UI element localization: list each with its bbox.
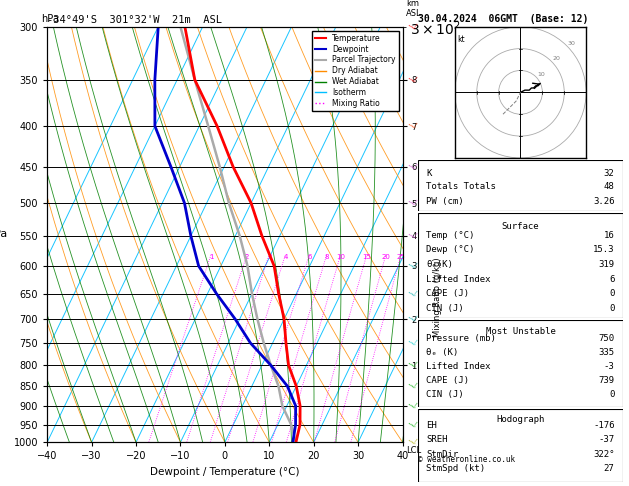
Text: /: / [414,438,418,443]
Text: Lifted Index: Lifted Index [426,275,491,284]
Text: 48: 48 [604,182,615,191]
Text: /: / [414,382,418,387]
Text: kt: kt [457,35,465,45]
Text: PW (cm): PW (cm) [426,197,464,206]
Text: /: / [414,76,418,81]
Text: Temp (°C): Temp (°C) [426,231,475,240]
Text: -37: -37 [598,435,615,444]
Text: 335: 335 [598,347,615,357]
Text: StmSpd (kt): StmSpd (kt) [426,465,486,473]
Text: \: \ [408,23,417,31]
Text: \: \ [408,438,417,446]
Text: Mixing Ratio (g/kg): Mixing Ratio (g/kg) [433,257,442,337]
Text: /: / [414,315,418,320]
Text: StmDir: StmDir [426,450,459,459]
Text: Totals Totals: Totals Totals [426,182,496,191]
Text: 10: 10 [537,72,545,77]
Text: /: / [414,23,418,28]
Text: \: \ [408,382,417,390]
Text: CIN (J): CIN (J) [426,390,464,399]
Text: 6: 6 [307,254,311,260]
Text: 16: 16 [604,231,615,240]
Text: /: / [414,199,418,204]
Y-axis label: hPa: hPa [0,229,7,240]
Text: CAPE (J): CAPE (J) [426,376,469,384]
Text: -34°49'S  301°32'W  21m  ASL: -34°49'S 301°32'W 21m ASL [47,15,222,25]
Text: 0: 0 [609,289,615,298]
Text: 27: 27 [604,465,615,473]
Text: \: \ [408,420,417,429]
Text: Dewp (°C): Dewp (°C) [426,245,475,255]
Text: 3.26: 3.26 [593,197,615,206]
X-axis label: Dewpoint / Temperature (°C): Dewpoint / Temperature (°C) [150,467,299,477]
Text: /: / [414,420,418,426]
Text: 32: 32 [604,169,615,178]
Text: /: / [414,262,418,267]
Text: 0: 0 [609,390,615,399]
Text: 25: 25 [397,254,406,260]
Text: /: / [414,232,418,237]
Text: K: K [426,169,432,178]
Text: \: \ [408,290,417,298]
Text: 739: 739 [598,376,615,384]
Text: © weatheronline.co.uk: © weatheronline.co.uk [418,455,515,464]
Text: 3: 3 [267,254,272,260]
Text: \: \ [408,339,417,347]
Text: \: \ [408,402,417,410]
Text: /: / [414,162,418,168]
Text: /: / [414,339,418,344]
Legend: Temperature, Dewpoint, Parcel Trajectory, Dry Adiabat, Wet Adiabat, Isotherm, Mi: Temperature, Dewpoint, Parcel Trajectory… [311,31,399,111]
Text: /: / [414,402,418,407]
Text: 322°: 322° [593,450,615,459]
Text: 10: 10 [337,254,345,260]
Text: /: / [414,290,418,295]
Text: θₑ (K): θₑ (K) [426,347,459,357]
Text: Lifted Index: Lifted Index [426,362,491,371]
Text: \: \ [408,76,417,84]
Text: 30.04.2024  06GMT  (Base: 12): 30.04.2024 06GMT (Base: 12) [418,14,589,24]
Text: 30: 30 [568,41,576,46]
Text: 20: 20 [382,254,391,260]
Text: -176: -176 [593,421,615,431]
Text: \: \ [408,162,417,171]
Text: 15: 15 [362,254,371,260]
Text: 1: 1 [209,254,213,260]
Text: 0: 0 [609,304,615,313]
Text: \: \ [408,262,417,270]
Text: 319: 319 [598,260,615,269]
Text: CIN (J): CIN (J) [426,304,464,313]
Text: \: \ [408,122,417,130]
Text: θₑ(K): θₑ(K) [426,260,454,269]
Text: CAPE (J): CAPE (J) [426,289,469,298]
Text: 6: 6 [609,275,615,284]
Text: /: / [414,361,418,366]
Text: Most Unstable: Most Unstable [486,327,555,336]
Text: SREH: SREH [426,435,448,444]
Text: \: \ [408,361,417,369]
Text: Surface: Surface [502,222,539,231]
Text: 20: 20 [552,56,560,61]
Text: EH: EH [426,421,437,431]
Text: 750: 750 [598,334,615,343]
Text: \: \ [408,315,417,323]
Text: \: \ [408,199,417,207]
Text: 8: 8 [325,254,329,260]
Text: km
ASL: km ASL [406,0,421,18]
Text: \: \ [408,232,417,240]
Text: Pressure (mb): Pressure (mb) [426,334,496,343]
Text: Hodograph: Hodograph [496,415,545,424]
Text: hPa: hPa [41,14,58,24]
Text: 2: 2 [245,254,249,260]
Text: 15.3: 15.3 [593,245,615,255]
Text: /: / [414,122,418,127]
Text: LCL: LCL [406,447,421,455]
Text: -3: -3 [604,362,615,371]
Text: 4: 4 [283,254,287,260]
